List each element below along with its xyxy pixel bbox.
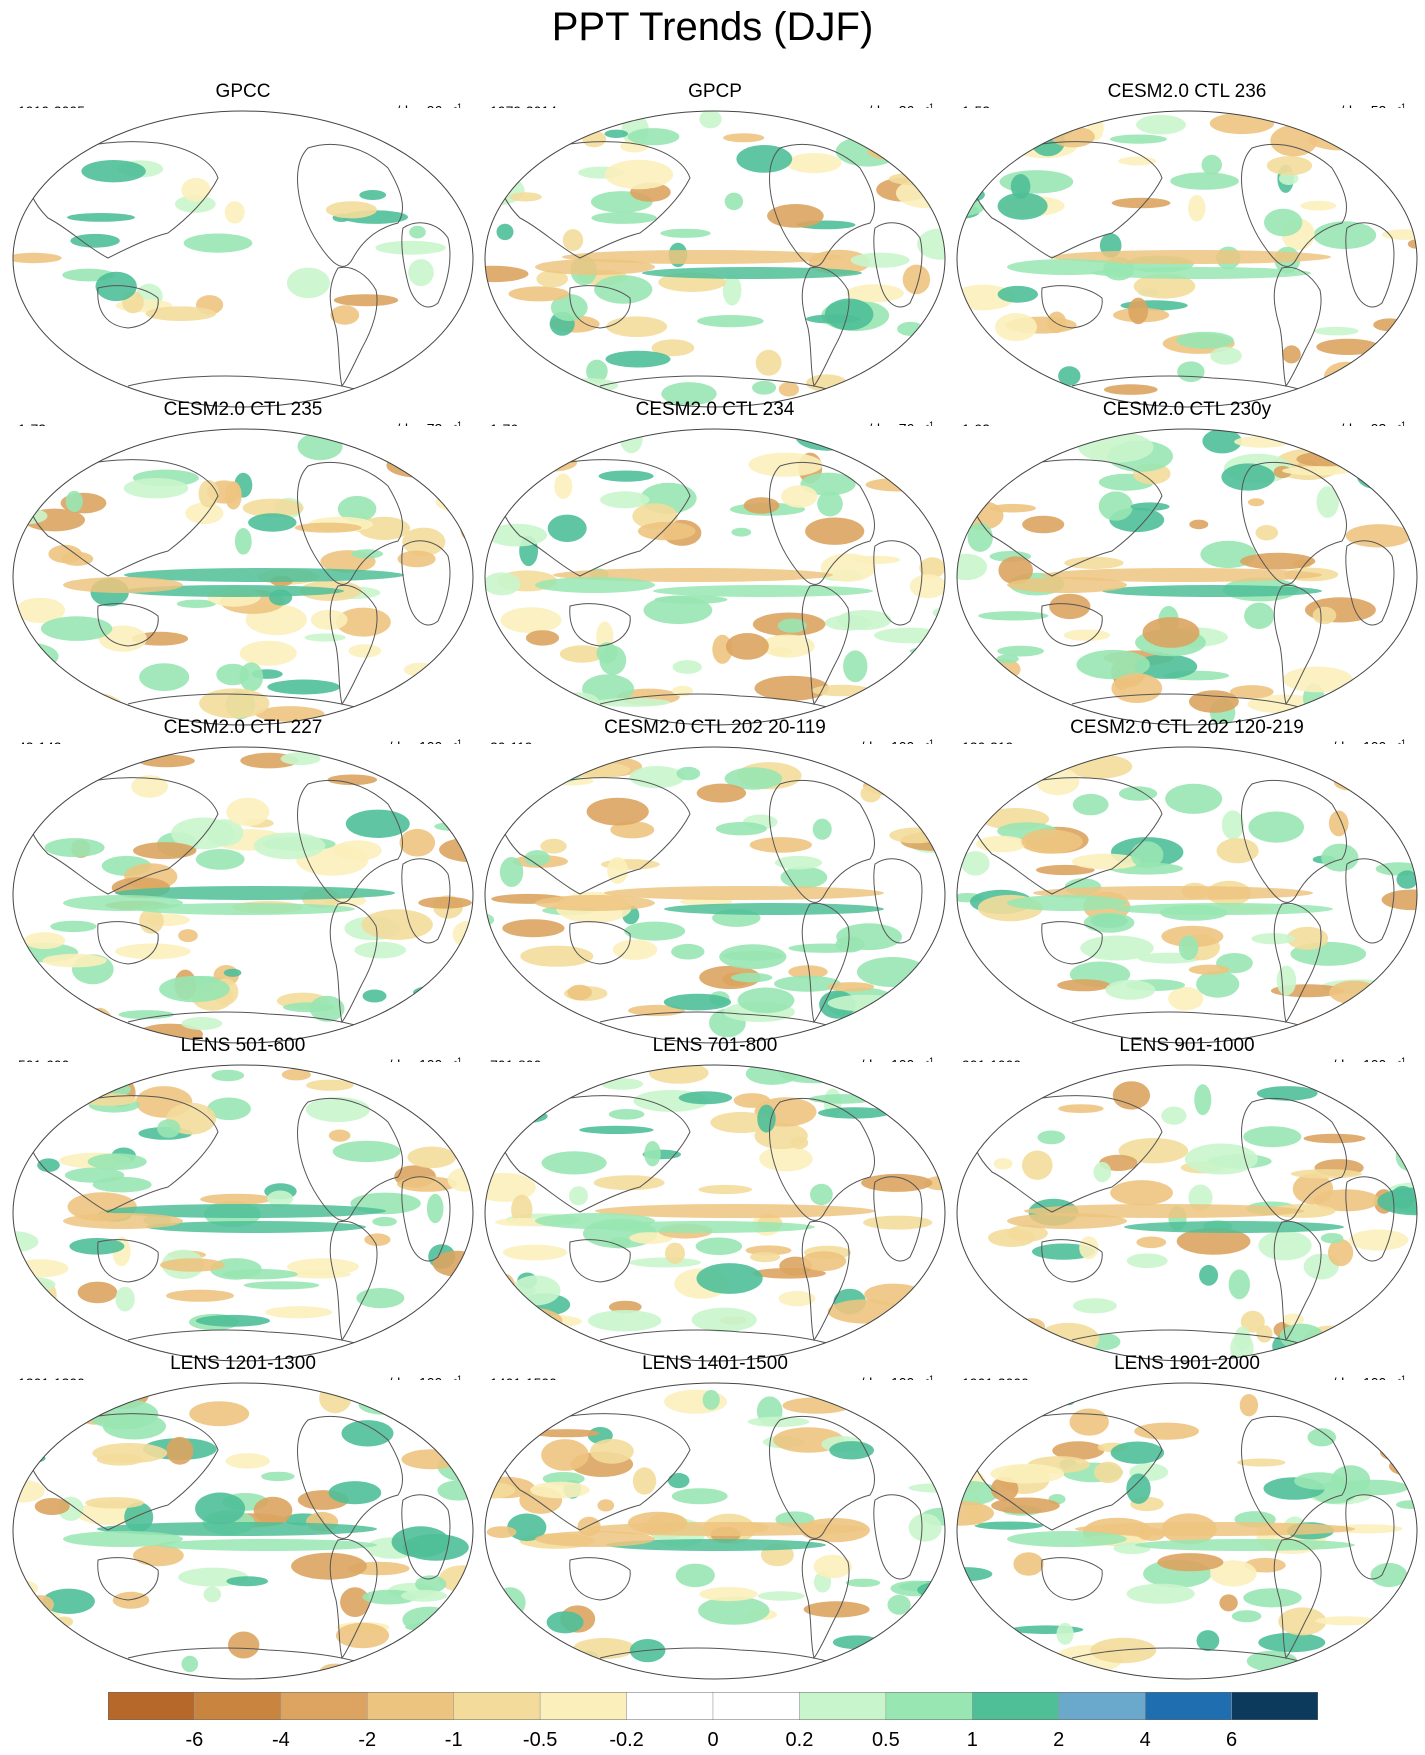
panel-units-exponent: -1 bbox=[1397, 102, 1406, 112]
map-panel: GPCC1910-2005mm/day 96yr-1 bbox=[8, 80, 478, 410]
map-panel: LENS 701-800701-800mm/day 100yr-1 bbox=[480, 1034, 950, 1364]
colorbar bbox=[108, 1692, 1318, 1720]
world-map bbox=[8, 1062, 478, 1364]
colorbar-swatch bbox=[453, 1692, 541, 1720]
panel-units-exponent: -1 bbox=[1397, 420, 1406, 430]
panel-title: LENS 1401-1500 bbox=[642, 1353, 788, 1374]
colorbar-swatch bbox=[539, 1692, 627, 1720]
panel-title: LENS 501-600 bbox=[180, 1035, 306, 1056]
colorbar-swatch bbox=[194, 1692, 282, 1720]
panel-units-exponent: -1 bbox=[1397, 738, 1406, 748]
panel-units-exponent: -1 bbox=[1397, 1374, 1406, 1384]
world-map bbox=[480, 426, 950, 728]
panel-units-exponent: -1 bbox=[925, 738, 934, 748]
panel-title: CESM2.0 CTL 227 bbox=[163, 717, 323, 738]
panel-title: CESM2.0 CTL 236 bbox=[1107, 81, 1267, 102]
panel-units-exponent: -1 bbox=[1397, 1056, 1406, 1066]
colorbar-swatch bbox=[1058, 1692, 1146, 1720]
world-map bbox=[480, 744, 950, 1046]
map-panel: CESM2.0 CTL 2351-73mm/day 73yr-1 bbox=[8, 398, 478, 728]
colorbar-tick-label: 0 bbox=[707, 1729, 719, 1751]
colorbar-tick-label: 6 bbox=[1226, 1729, 1238, 1751]
map-panel: CESM2.0 CTL 202 120-219120-219mm/day 100… bbox=[952, 716, 1422, 1046]
map-panel: LENS 501-600501-600mm/day 100yr-1 bbox=[8, 1034, 478, 1364]
colorbar-tick-label: -1 bbox=[444, 1729, 463, 1751]
colorbar-swatch bbox=[1231, 1692, 1318, 1720]
world-map bbox=[952, 1062, 1422, 1364]
panel-units-exponent: -1 bbox=[453, 1056, 462, 1066]
colorbar-tick-label: -4 bbox=[271, 1729, 290, 1751]
panel-title: CESM2.0 CTL 235 bbox=[163, 399, 323, 420]
world-map bbox=[480, 108, 950, 410]
colorbar-tick-label: -6 bbox=[185, 1729, 204, 1751]
panel-title: LENS 1901-2000 bbox=[1114, 1353, 1260, 1374]
map-panel: CESM2.0 CTL 202 20-11920-119mm/day 100yr… bbox=[480, 716, 950, 1046]
panel-units-exponent: -1 bbox=[453, 102, 462, 112]
panel-units-exponent: -1 bbox=[925, 102, 934, 112]
panel-title: LENS 901-1000 bbox=[1119, 1035, 1255, 1056]
colorbar-tick-label: 1 bbox=[966, 1729, 978, 1751]
colorbar-swatch bbox=[799, 1692, 887, 1720]
world-map bbox=[480, 1380, 950, 1682]
colorbar-tick-label: -0.5 bbox=[522, 1729, 558, 1751]
world-map bbox=[952, 426, 1422, 728]
panel-units-exponent: -1 bbox=[453, 1374, 462, 1384]
map-panel: LENS 1201-13001201-1300mm/day 100yr-1 bbox=[8, 1352, 478, 1682]
panel-title: GPCC bbox=[215, 81, 271, 102]
colorbar-swatch bbox=[885, 1692, 973, 1720]
colorbar-tick-label: -0.2 bbox=[609, 1729, 644, 1751]
panel-title: CESM2.0 CTL 202 120-219 bbox=[1070, 717, 1304, 738]
map-panel: LENS 1901-20001901-2000mm/day 100yr-1 bbox=[952, 1352, 1422, 1682]
map-panel: LENS 1401-15001401-1500mm/day 100yr-1 bbox=[480, 1352, 950, 1682]
world-map bbox=[952, 744, 1422, 1046]
world-map bbox=[952, 1380, 1422, 1682]
colorbar-swatch bbox=[712, 1692, 800, 1720]
map-panel: GPCP1979-2014mm/day 36yr-1 bbox=[480, 80, 950, 410]
colorbar-tick-label: 0.5 bbox=[871, 1729, 900, 1751]
colorbar-swatch bbox=[972, 1692, 1059, 1720]
colorbar-swatch bbox=[626, 1692, 714, 1720]
panel-title: CESM2.0 CTL 234 bbox=[635, 399, 795, 420]
colorbar-swatch bbox=[367, 1692, 454, 1720]
panel-units-exponent: -1 bbox=[453, 420, 462, 430]
colorbar-swatch bbox=[280, 1692, 368, 1720]
panel-title: CESM2.0 CTL 230y bbox=[1102, 399, 1272, 420]
map-panel: CESM2.0 CTL 2341-76mm/day 76yr-1 bbox=[480, 398, 950, 728]
world-map bbox=[8, 426, 478, 728]
panel-units-exponent: -1 bbox=[925, 1374, 934, 1384]
panel-title: CESM2.0 CTL 202 20-119 bbox=[604, 717, 826, 738]
world-map bbox=[8, 1380, 478, 1682]
world-map bbox=[8, 744, 478, 1046]
world-map bbox=[952, 108, 1422, 410]
panel-title: GPCP bbox=[688, 81, 742, 102]
world-map bbox=[480, 1062, 950, 1364]
colorbar-tick-label: -2 bbox=[358, 1729, 377, 1751]
world-map bbox=[8, 108, 478, 410]
panel-title: LENS 701-800 bbox=[652, 1035, 778, 1056]
colorbar-tick-label: 0.2 bbox=[785, 1729, 814, 1751]
map-panel: CESM2.0 CTL 22743-142mm/day 100yr-1 bbox=[8, 716, 478, 1046]
colorbar-tick-label: 2 bbox=[1053, 1729, 1065, 1751]
figure-title: PPT Trends (DJF) bbox=[551, 5, 874, 49]
colorbar-swatch bbox=[1144, 1692, 1232, 1720]
map-panel: CESM2.0 CTL 2361-52mm/day 52yr-1 bbox=[952, 80, 1422, 410]
panel-units-exponent: -1 bbox=[925, 420, 934, 430]
map-panel: CESM2.0 CTL 230y1-93mm/day 93yr-1 bbox=[952, 398, 1422, 728]
colorbar-swatch bbox=[108, 1692, 195, 1720]
colorbar-tick-label: 4 bbox=[1139, 1729, 1151, 1751]
panel-units-exponent: -1 bbox=[925, 1056, 934, 1066]
panel-units-exponent: -1 bbox=[453, 738, 462, 748]
map-panel: LENS 901-1000901-1000mm/day 100yr-1 bbox=[952, 1034, 1422, 1364]
panel-title: LENS 1201-1300 bbox=[170, 1353, 316, 1374]
